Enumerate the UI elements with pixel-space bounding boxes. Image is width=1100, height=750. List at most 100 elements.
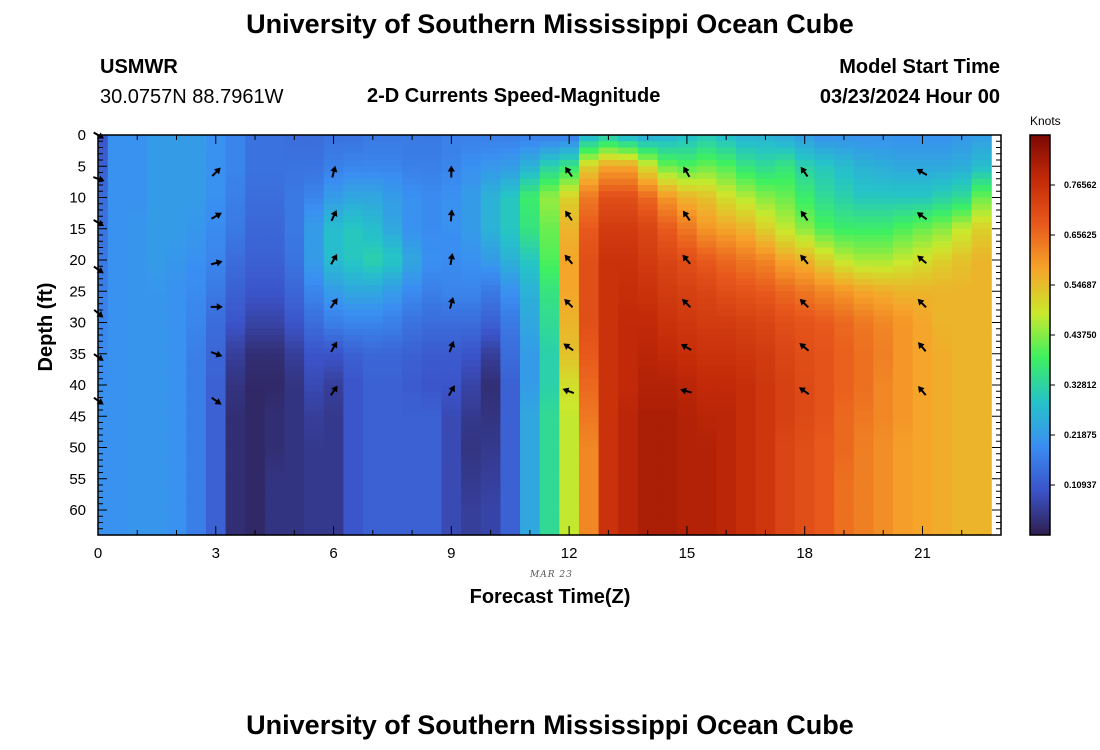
- heat-cell: [343, 353, 364, 361]
- heat-cell: [677, 453, 698, 461]
- heat-cell: [500, 441, 521, 449]
- heat-cell: [186, 416, 207, 424]
- heat-cell: [107, 185, 129, 192]
- y-axis-label: Depth (ft): [35, 283, 57, 372]
- heat-cell: [834, 441, 855, 449]
- heat-cell: [951, 266, 973, 274]
- heat-cell: [618, 347, 639, 355]
- heat-cell: [735, 153, 757, 161]
- heat-cell: [421, 291, 443, 299]
- heat-cell: [98, 160, 109, 167]
- heat-cell: [853, 172, 874, 180]
- heat-cell: [834, 485, 855, 492]
- heat-cell: [186, 160, 207, 167]
- heat-cell: [853, 472, 874, 480]
- heat-cell: [402, 297, 423, 305]
- heat-cell: [205, 341, 227, 349]
- heat-cell: [480, 441, 502, 449]
- heat-cell: [323, 222, 344, 230]
- heat-cell: [873, 353, 894, 361]
- heat-cell: [205, 310, 227, 317]
- heat-cell: [127, 172, 148, 180]
- heat-cell: [205, 447, 227, 455]
- heat-cell: [323, 316, 344, 324]
- heat-cell: [500, 247, 521, 255]
- heat-cell: [853, 366, 874, 374]
- heat-cell: [323, 516, 344, 524]
- heat-cell: [539, 497, 560, 505]
- heat-cell: [205, 472, 227, 480]
- heat-cell: [677, 422, 698, 430]
- heat-cell: [775, 285, 796, 292]
- heat-cell: [264, 516, 286, 524]
- heat-cell: [971, 353, 992, 361]
- heat-cell: [323, 453, 344, 461]
- heat-cell: [402, 253, 423, 261]
- heat-cell: [245, 341, 266, 349]
- heat-cell: [363, 272, 384, 280]
- heat-cell: [794, 328, 816, 336]
- heat-cell: [264, 322, 286, 330]
- heat-cell: [363, 460, 384, 467]
- heat-cell: [657, 466, 678, 474]
- heat-cell: [912, 291, 933, 299]
- heat-cell: [402, 341, 423, 349]
- heat-cell: [363, 278, 384, 286]
- heat-cell: [107, 410, 129, 417]
- heat-cell: [618, 397, 639, 405]
- heat-cell: [559, 428, 580, 436]
- heat-cell: [716, 428, 737, 436]
- heat-cell: [127, 310, 148, 317]
- heat-cell: [853, 297, 874, 305]
- heat-cell: [441, 397, 462, 405]
- heat-cell: [951, 222, 973, 230]
- heat-cell: [363, 328, 384, 336]
- heat-cell: [912, 185, 933, 192]
- heat-cell: [834, 178, 855, 186]
- heat-cell: [657, 366, 678, 374]
- heat-cell: [951, 191, 973, 199]
- heat-cell: [834, 185, 855, 192]
- heat-cell: [677, 178, 698, 186]
- heat-cell: [539, 266, 560, 274]
- heat-cell: [127, 435, 148, 442]
- heat-cell: [304, 210, 325, 217]
- heat-cell: [343, 222, 364, 230]
- y-tick-label: 0: [78, 127, 86, 144]
- heat-cell: [421, 191, 443, 199]
- heat-cell: [500, 210, 521, 217]
- heat-cell: [618, 222, 639, 230]
- heat-cell: [598, 278, 619, 286]
- heat-cell: [323, 485, 344, 492]
- heat-cell: [304, 466, 325, 474]
- heat-cell: [873, 241, 894, 249]
- heat-cell: [696, 503, 717, 511]
- heat-cell: [98, 353, 109, 361]
- heat-cell: [107, 235, 129, 242]
- heat-cell: [421, 403, 443, 411]
- heat-cell: [834, 491, 855, 499]
- heat-cell: [814, 441, 835, 449]
- heat-cell: [539, 397, 560, 405]
- heat-cell: [578, 491, 600, 499]
- heat-cell: [637, 397, 659, 405]
- heat-cell: [480, 428, 502, 436]
- heat-cell: [225, 447, 246, 455]
- current-arrow: [329, 385, 338, 396]
- heat-cell: [107, 403, 129, 411]
- heat-cell: [421, 303, 443, 311]
- heat-cell: [284, 416, 305, 424]
- heat-cell: [382, 316, 403, 324]
- heat-cell: [304, 297, 325, 305]
- heat-cell: [539, 466, 560, 474]
- heat-cell: [794, 510, 816, 517]
- heat-cell: [186, 247, 207, 255]
- heat-cell: [421, 378, 443, 386]
- heat-cell: [814, 485, 835, 492]
- heat-cell: [598, 385, 619, 392]
- heat-cell: [775, 153, 796, 161]
- heat-cell: [382, 241, 403, 249]
- heat-cell: [245, 253, 266, 261]
- heat-cell: [657, 172, 678, 180]
- heat-cell: [520, 316, 541, 324]
